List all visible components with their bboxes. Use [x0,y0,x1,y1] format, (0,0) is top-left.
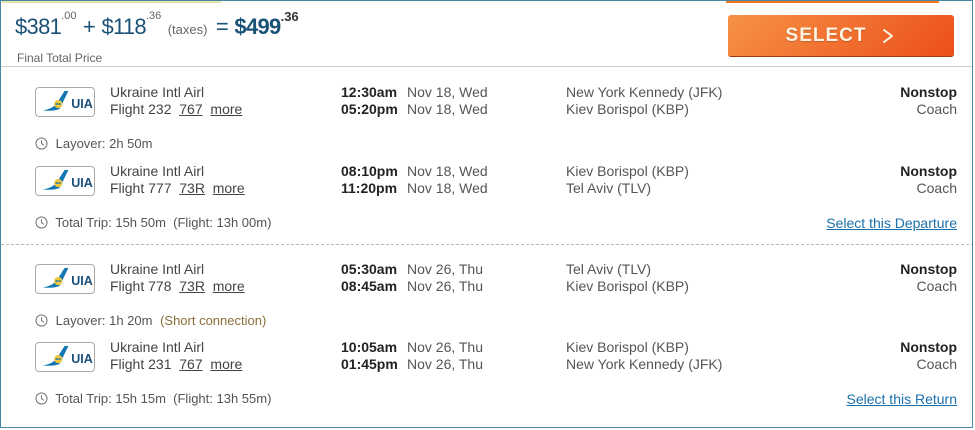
svg-text:UIA: UIA [71,175,93,189]
svg-text:UIA: UIA [71,351,93,365]
svg-text:UIA: UIA [71,96,93,110]
svg-text:UIA: UIA [71,273,93,287]
